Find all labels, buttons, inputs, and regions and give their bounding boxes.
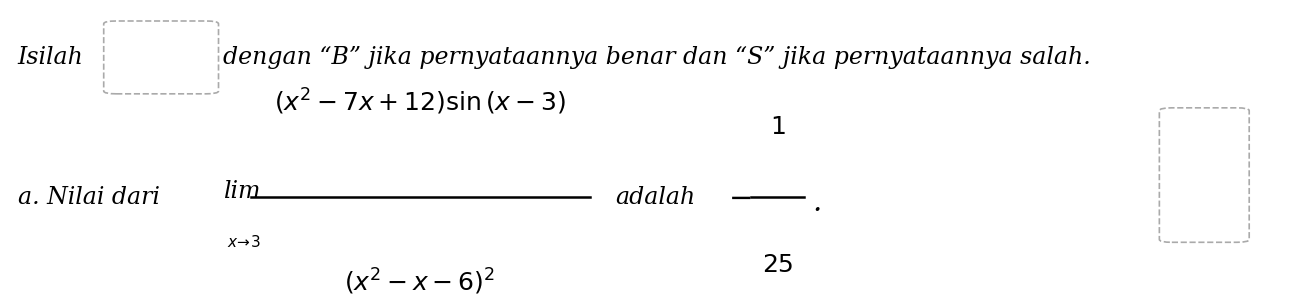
Text: $\left(x^2 - x - 6\right)^2$: $\left(x^2 - x - 6\right)^2$ [344, 266, 494, 297]
Text: $\left(x^2 - 7x + 12\right)\sin\left(x - 3\right)$: $\left(x^2 - 7x + 12\right)\sin\left(x -… [273, 87, 565, 117]
Text: .: . [813, 189, 822, 217]
FancyBboxPatch shape [1159, 108, 1249, 242]
Text: adalah: adalah [616, 186, 696, 209]
Text: $x\!\rightarrow\!3$: $x\!\rightarrow\!3$ [228, 234, 261, 250]
Text: $25$: $25$ [762, 253, 793, 277]
FancyBboxPatch shape [104, 21, 219, 94]
Text: dengan “B” jika pernyataannya benar dan “S” jika pernyataannya salah.: dengan “B” jika pernyataannya benar dan … [224, 46, 1091, 69]
Text: lim: lim [224, 180, 261, 203]
Text: $1$: $1$ [770, 115, 785, 139]
Text: a. Nilai dari: a. Nilai dari [18, 186, 159, 209]
Text: $-$: $-$ [727, 184, 751, 212]
Text: Isilah: Isilah [18, 46, 84, 69]
